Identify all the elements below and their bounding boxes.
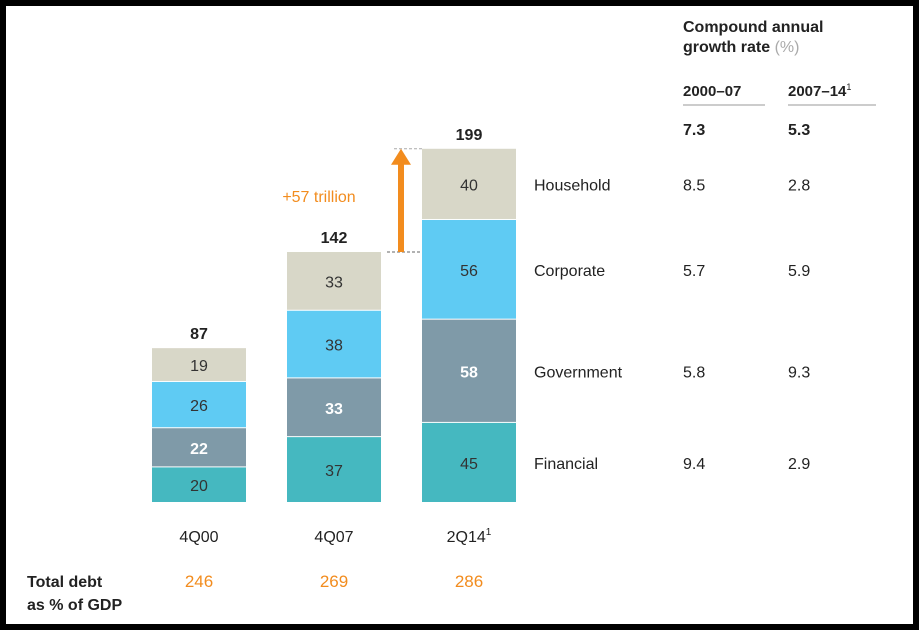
chart-frame: 20 22 26 19 87 4Q00 246 37 33 38 33 142 4Q07 269 45 58 5…	[6, 6, 913, 624]
growth-table-column-header-0: 2000–07	[683, 83, 741, 100]
growth-arrow-shaft	[398, 162, 404, 253]
growth-table-column-header-1: 2007–141	[788, 82, 851, 100]
category-label-2q14: 2Q141	[447, 527, 492, 546]
footer-value-2q14: 286	[455, 572, 483, 591]
column-superscript: 1	[846, 82, 851, 92]
total-label-4q07: 142	[321, 230, 348, 247]
footer-label-line2: as % of GDP	[27, 597, 122, 614]
bar-household-4q00	[152, 348, 246, 381]
bar-label-government-4q07: 33	[325, 401, 343, 418]
bar-household-2q14	[422, 148, 516, 219]
category-superscript: 1	[486, 527, 492, 538]
bar-label-household-4q00: 19	[190, 358, 208, 375]
bar-government-4q07	[287, 378, 381, 437]
bar-household-4q07	[287, 252, 381, 310]
growth-value-household-0: 8.5	[683, 177, 705, 194]
total-label-2q14: 199	[456, 127, 483, 144]
growth-value-government-1: 9.3	[788, 364, 810, 381]
footer-label-line1: Total debt	[27, 574, 103, 591]
debt-chart: 20 22 26 19 87 4Q00 246 37 33 38 33 142 4Q07 269 45 58 5…	[27, 19, 876, 614]
growth-table-total-0: 7.3	[683, 122, 705, 139]
row-label-financial: Financial	[534, 456, 598, 473]
bar-corporate-4q07	[287, 310, 381, 378]
growth-value-government-0: 5.8	[683, 364, 705, 381]
bar-label-corporate-4q00: 26	[190, 398, 208, 415]
bar-label-household-2q14: 40	[460, 177, 478, 194]
bar-label-corporate-2q14: 56	[460, 263, 478, 280]
bar-financial-4q07	[287, 437, 381, 502]
growth-value-household-1: 2.8	[788, 177, 810, 194]
bar-label-financial-2q14: 45	[460, 456, 478, 473]
row-label-corporate: Corporate	[534, 263, 605, 280]
category-label-4q07: 4Q07	[314, 529, 353, 546]
bar-label-financial-4q07: 37	[325, 463, 343, 480]
bar-label-government-4q00: 22	[190, 441, 208, 458]
growth-value-financial-1: 2.9	[788, 456, 810, 473]
growth-value-financial-0: 9.4	[683, 456, 705, 473]
growth-annotation: +57 trillion	[282, 189, 355, 206]
bar-label-corporate-4q07: 38	[325, 338, 343, 355]
bar-government-2q14	[422, 319, 516, 422]
bar-government-4q00	[152, 428, 246, 467]
bar-label-financial-4q00: 20	[190, 478, 208, 495]
growth-value-corporate-0: 5.7	[683, 263, 705, 280]
bar-corporate-4q00	[152, 381, 246, 428]
footer-value-4q00: 246	[185, 572, 213, 591]
growth-table-title-line2: growth rate (%)	[683, 39, 799, 56]
bar-financial-4q00	[152, 467, 246, 502]
bar-corporate-2q14	[422, 219, 516, 319]
bar-financial-2q14	[422, 422, 516, 502]
growth-table-title-line1: Compound annual	[683, 19, 823, 36]
growth-value-corporate-1: 5.9	[788, 263, 810, 280]
growth-arrow-head	[391, 148, 411, 165]
growth-table-title-unit: (%)	[775, 39, 800, 56]
growth-table-total-1: 5.3	[788, 122, 810, 139]
total-label-4q00: 87	[190, 326, 208, 343]
row-label-government: Government	[534, 364, 623, 381]
row-label-household: Household	[534, 177, 611, 194]
bar-label-government-2q14: 58	[460, 364, 478, 381]
category-label-4q00: 4Q00	[179, 529, 218, 546]
footer-value-4q07: 269	[320, 572, 348, 591]
bar-label-household-4q07: 33	[325, 274, 343, 291]
